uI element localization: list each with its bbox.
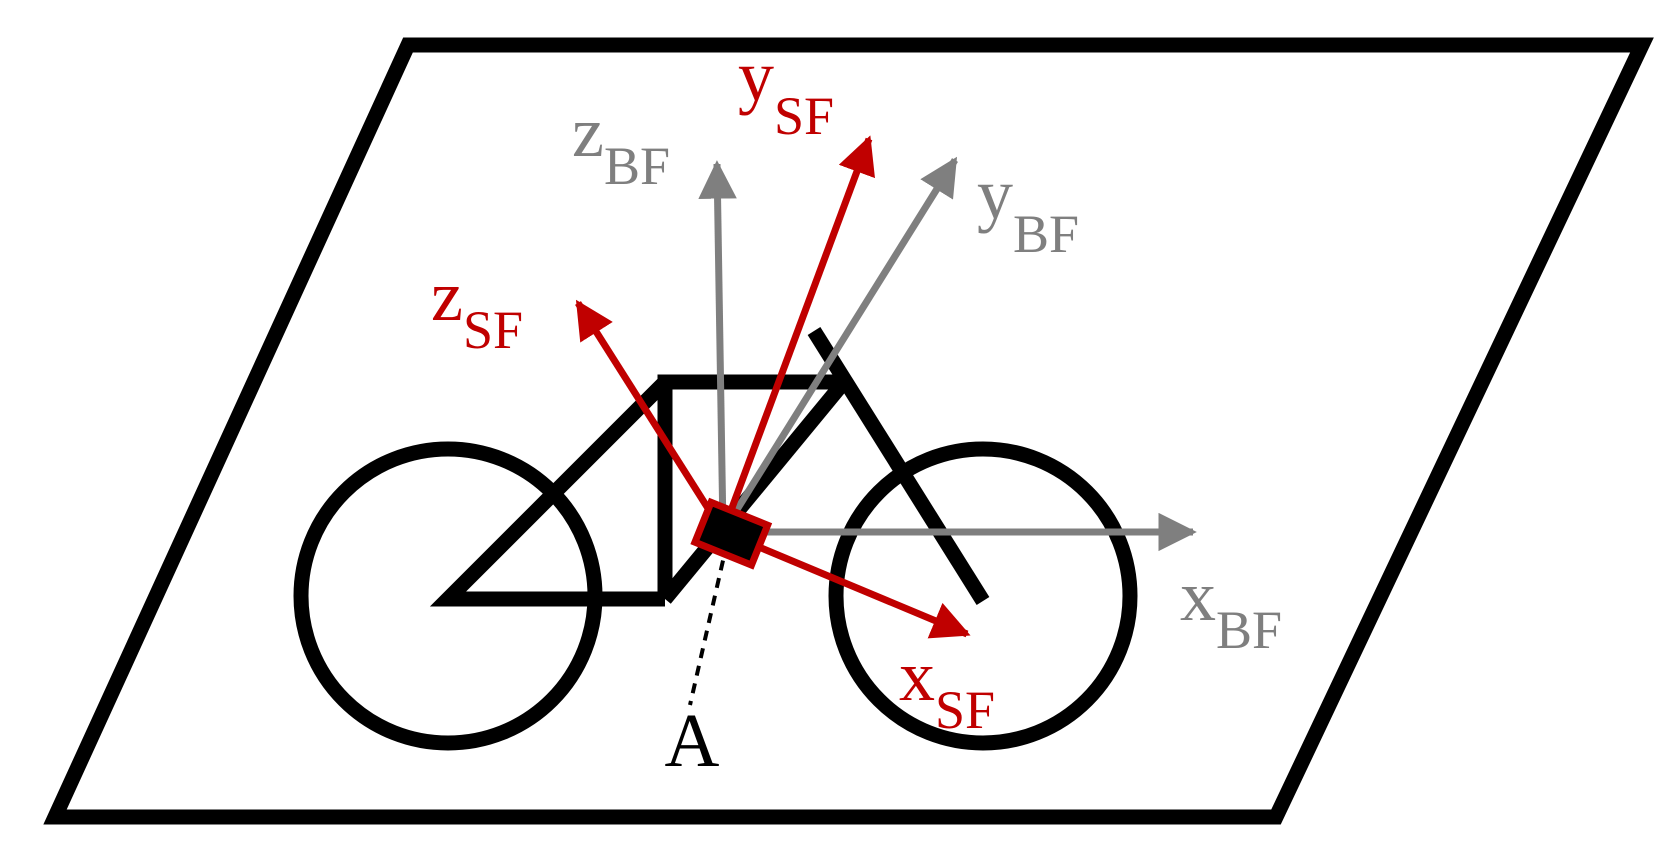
z-sf-label: zSF [431,256,523,360]
y-bf-label: yBF [977,154,1079,264]
down-tube [659,377,850,604]
point-a-label: A [665,699,720,783]
y-sf-label: ySF [738,36,834,146]
z-bf-axis [698,160,737,533]
z-bf-label: zBF [572,92,670,196]
seat-tube-top-tube [657,374,844,599]
x-sf-label: xSF [899,636,995,740]
y-sf-axis [719,135,875,534]
x-bf-label: xBF [1180,556,1282,660]
z-sf-axis [575,299,726,534]
body-frame-axes [698,156,1197,552]
point-a-leader [688,542,729,706]
sensor-box [690,497,773,570]
x-sf-axis [721,528,971,639]
front-fork [807,327,990,605]
front-wheel [828,441,1138,751]
y-bf-axis [720,156,958,534]
bicycle [293,327,1138,751]
ground-plane [43,37,1654,825]
sensor-frame-axes [575,135,971,639]
chain-stay-seat-stay [429,376,671,607]
